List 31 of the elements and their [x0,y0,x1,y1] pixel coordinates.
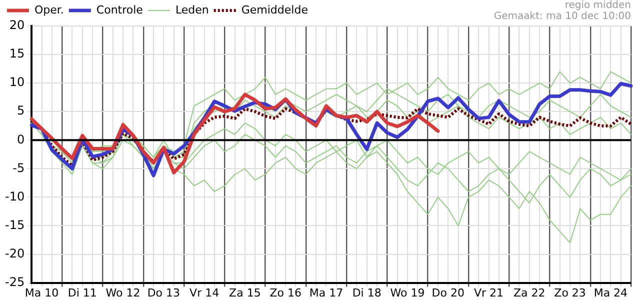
legend-label: Controle [96,3,144,16]
y-tick-label: 20 [9,18,25,32]
x-tick-label: Vr 21 [474,286,504,300]
x-tick-label: Do 13 [147,286,180,300]
x-tick-label: Za 22 [514,286,546,300]
x-tick-label: Di 18 [352,286,382,300]
text: regio midden [564,0,631,11]
legend-label: Leden [175,3,209,16]
x-tick-label: Ma 24 [594,286,628,300]
x-tick-label: Wo 19 [390,286,425,300]
x-tick-label: Do 20 [432,286,464,300]
legend-label: Oper. [34,3,64,16]
legend-label: Gemiddelde [241,3,308,16]
x-tick-label: Zo 23 [554,286,586,300]
x-tick-label: Wo 12 [106,286,140,300]
x-tick-label: Vr 14 [190,286,220,300]
y-tick-label: 5 [16,104,25,118]
y-tick-label: -5 [12,160,25,175]
x-tick-label: Ma 17 [309,286,344,300]
x-tick-label: Za 15 [229,286,261,300]
y-tick-label: -20 [4,246,25,260]
y-tick-label: 0 [16,132,25,146]
x-tick-label: Zo 16 [270,286,302,300]
y-tick-label: -25 [4,274,25,289]
y-tick-label: -15 [4,218,25,232]
x-tick-label: Ma 10 [24,286,59,300]
y-tick-label: -10 [4,189,25,204]
y-tick-label: 15 [9,46,25,61]
y-tick-label: 10 [9,75,25,90]
text: Gemaakt: ma 10 dec 10:00 [494,11,631,22]
x-tick-label: Di 11 [68,286,97,300]
